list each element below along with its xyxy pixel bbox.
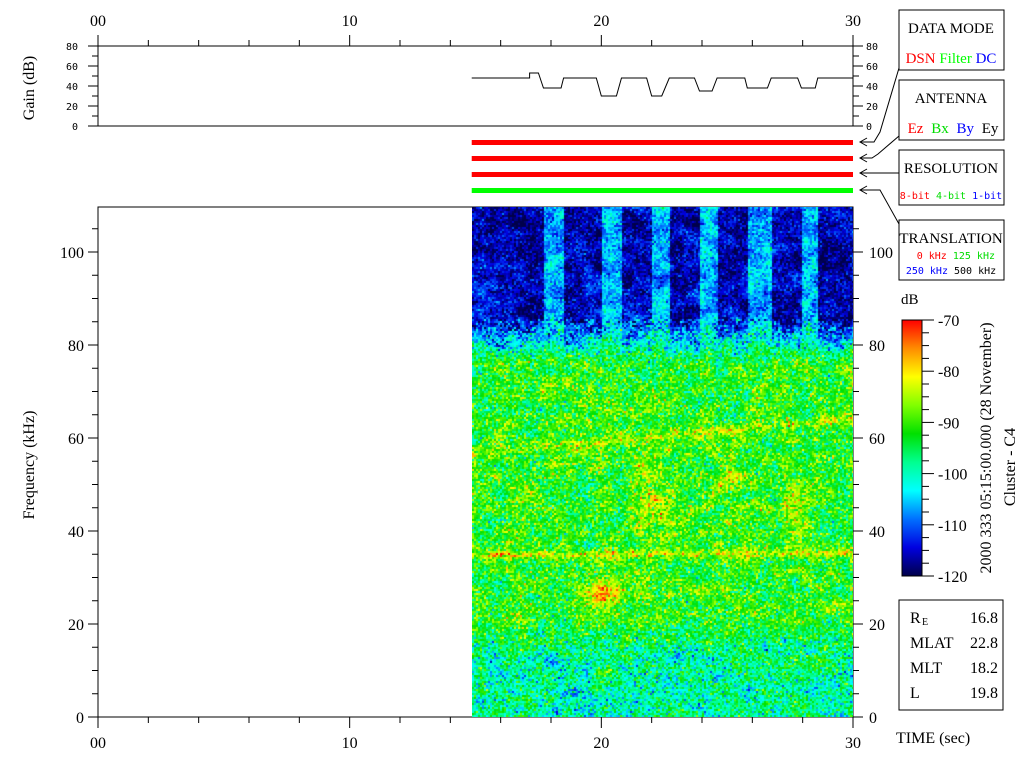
frequency-tick-label-right: 80 xyxy=(869,338,885,355)
spacecraft-label: Cluster - C4 xyxy=(1002,428,1019,506)
ephemeris-label-subscript: E xyxy=(922,617,928,628)
status-bar-antenna xyxy=(471,156,853,161)
frequency-tick-label-right: 100 xyxy=(869,245,893,262)
arrow-icon xyxy=(858,137,868,147)
colorbar-tick-label: -100 xyxy=(938,467,967,484)
antenna-ez: Ez xyxy=(908,121,924,137)
frequency-tick-label: 20 xyxy=(68,617,84,634)
ephemeris-value: 19.8 xyxy=(970,685,998,702)
colorbar xyxy=(901,319,923,577)
ephemeris-label: R xyxy=(910,610,921,627)
antenna-box: ANTENNA Ez Bx By Ey xyxy=(898,79,1005,141)
ephemeris-box: R E 16.8 MLAT 22.8 MLT 18.2 L 19.8 xyxy=(898,599,1004,711)
antenna-bx: Bx xyxy=(931,121,949,137)
colorbar-tick-label: -110 xyxy=(938,518,967,535)
antenna-title: ANTENNA xyxy=(915,91,988,107)
ephemeris-label: L xyxy=(910,685,920,702)
indicator-connectors xyxy=(858,67,900,225)
translation-125khz: 125 kHz xyxy=(953,251,995,262)
arrow-icon xyxy=(858,153,868,163)
frequency-tick-label-right: 60 xyxy=(869,431,885,448)
time-tick-label-bottom: 30 xyxy=(845,735,861,752)
data-mode-items: DSN Filter DC xyxy=(906,51,997,67)
frequency-tick-label-right: 40 xyxy=(869,524,885,541)
gain-tick-label: 80 xyxy=(66,42,78,53)
colorbar-tick-label: -70 xyxy=(938,313,959,330)
gain-axis-title: Gain (dB) xyxy=(21,56,38,120)
data-mode-box: DATA MODE DSN Filter DC xyxy=(898,9,1005,71)
time-tick-label-bottom: 00 xyxy=(90,735,106,752)
gain-tick-label-right: 80 xyxy=(866,42,878,53)
data-mode-title: DATA MODE xyxy=(908,21,994,37)
data-mode-dc: DC xyxy=(976,51,997,67)
resolution-1bit: 1-bit xyxy=(972,191,1002,202)
time-tick-label-top: 00 xyxy=(90,13,106,30)
translation-500khz: 500 kHz xyxy=(954,266,996,277)
colorbar-tick-label: -90 xyxy=(938,415,959,432)
ephemeris-value: 16.8 xyxy=(970,610,998,627)
translation-box: TRANSLATION 0 kHz 125 kHz 250 kHz 500 kH… xyxy=(898,219,1005,281)
translation-0khz: 0 kHz xyxy=(917,251,947,262)
arrow-icon xyxy=(858,185,868,195)
time-tick-label-top: 10 xyxy=(342,13,358,30)
resolution-items: 8-bit 4-bit 1-bit xyxy=(900,191,1002,202)
gain-tick-label-right: 60 xyxy=(866,62,878,73)
gain-tick-label: 0 xyxy=(72,122,78,133)
ephemeris-label: MLT xyxy=(910,660,943,677)
ephemeris-label: MLAT xyxy=(910,635,954,652)
frequency-tick-label: 100 xyxy=(60,245,84,262)
chart-marks xyxy=(471,72,853,193)
colorbar-label: dB xyxy=(901,292,919,308)
time-axis-title: TIME (sec) xyxy=(896,730,970,747)
ephemeris-value: 22.8 xyxy=(970,635,998,652)
status-bar-translation xyxy=(471,188,853,193)
gain-tick-label-right: 0 xyxy=(866,122,872,133)
translation-row-2: 250 kHz 500 kHz xyxy=(906,266,996,277)
time-tick-label-bottom: 10 xyxy=(342,735,358,752)
status-bar-resolution xyxy=(471,172,853,177)
antenna-items: Ez Bx By Ey xyxy=(908,121,999,137)
translation-250khz: 250 kHz xyxy=(906,266,948,277)
resolution-box: RESOLUTION 8-bit 4-bit 1-bit xyxy=(898,149,1005,206)
gain-tick-label-right: 40 xyxy=(866,82,878,93)
frequency-tick-label: 80 xyxy=(68,338,84,355)
time-tick-label-bottom: 20 xyxy=(593,735,609,752)
status-bar-data-mode xyxy=(471,140,853,145)
colorbar-tick-label: -80 xyxy=(938,364,959,381)
gain-line xyxy=(471,72,853,97)
data-mode-filter: Filter xyxy=(939,51,972,67)
data-mode-dsn: DSN xyxy=(906,51,936,67)
gain-tick-label: 40 xyxy=(66,82,78,93)
frequency-tick-label: 60 xyxy=(68,431,84,448)
translation-title: TRANSLATION xyxy=(899,231,1002,247)
time-tick-label-top: 30 xyxy=(845,13,861,30)
gain-tick-label: 20 xyxy=(66,102,78,113)
timestamp-label: 2000 333 05:15:00.000 (28 November) xyxy=(978,322,995,573)
antenna-ey: Ey xyxy=(982,121,999,137)
ephemeris-value: 18.2 xyxy=(970,660,998,677)
spectrogram-image xyxy=(472,207,853,717)
gain-tick-label-right: 20 xyxy=(866,102,878,113)
frequency-tick-label-right: 0 xyxy=(869,710,877,727)
translation-row-1: 0 kHz 125 kHz xyxy=(917,251,995,262)
time-tick-label-top: 20 xyxy=(593,13,609,30)
frequency-axis-title: Frequency (kHz) xyxy=(21,411,38,520)
resolution-4bit: 4-bit xyxy=(936,191,966,202)
resolution-title: RESOLUTION xyxy=(904,161,998,177)
frequency-tick-label: 40 xyxy=(68,524,84,541)
resolution-8bit: 8-bit xyxy=(900,191,930,202)
frequency-tick-label-right: 20 xyxy=(869,617,885,634)
arrow-icon xyxy=(858,168,868,178)
colorbar-tick-label: -120 xyxy=(938,569,967,586)
gain-tick-label: 60 xyxy=(66,62,78,73)
frequency-tick-label: 0 xyxy=(76,710,84,727)
antenna-by: By xyxy=(956,121,974,137)
